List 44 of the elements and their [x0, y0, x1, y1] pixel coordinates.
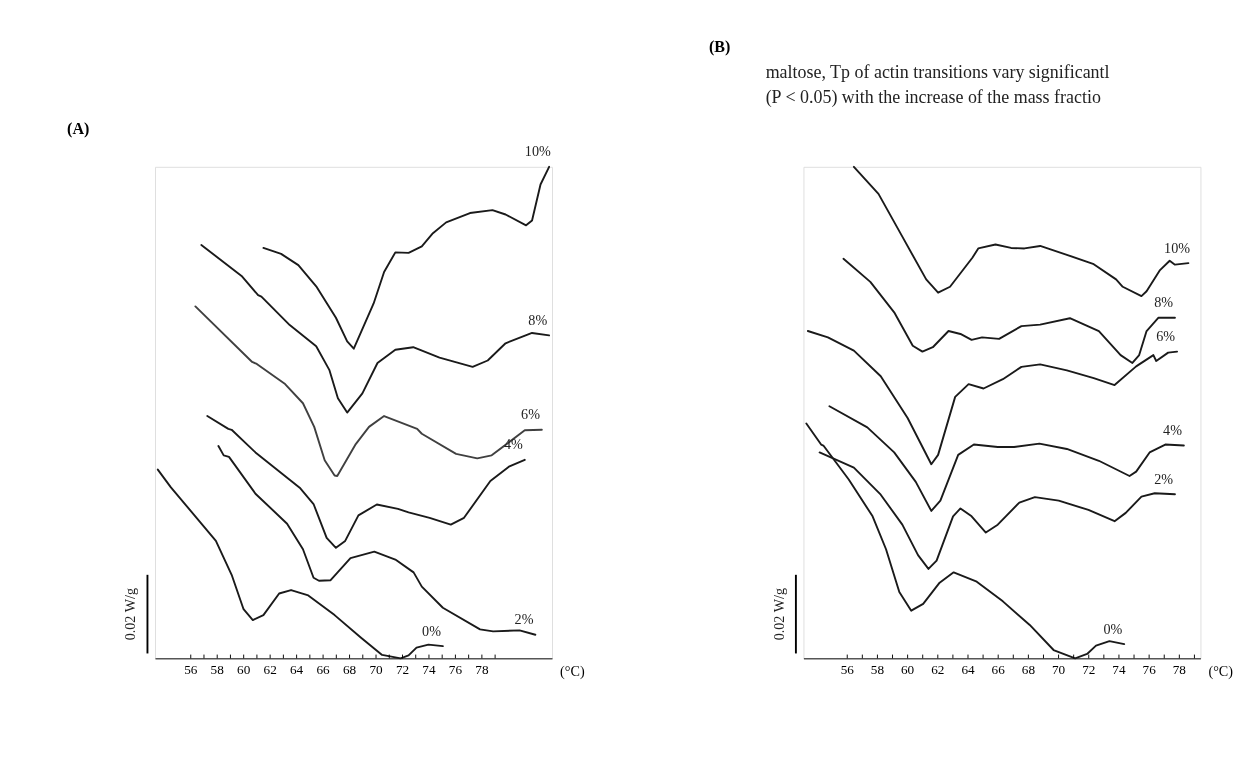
- x-axis-title: (°C): [560, 662, 585, 680]
- x-tick-label: 78: [1172, 662, 1187, 678]
- series-label: 8%: [528, 312, 548, 329]
- text: 0.02 W/g: [122, 587, 139, 641]
- x-axis-title: (°C): [1208, 662, 1234, 680]
- series-label: 0%: [1103, 620, 1123, 637]
- series-label: 6%: [521, 406, 541, 423]
- series-label: 10%: [524, 143, 551, 160]
- x-tick-label: 78: [475, 662, 489, 678]
- series-label: 8%: [1154, 294, 1174, 311]
- x-tick-label: 64: [961, 662, 975, 678]
- x-tick-label: 68: [342, 662, 357, 678]
- series-label: 4%: [1163, 422, 1183, 439]
- x-tick-label: 66: [991, 662, 1006, 678]
- series-label: 6%: [1156, 328, 1176, 345]
- x-tick-label: 56: [840, 662, 855, 678]
- chart-title: (B): [708, 38, 731, 57]
- x-tick-label: 70: [369, 662, 384, 678]
- x-tick-label: 64: [290, 662, 304, 678]
- x-tick-label: 58: [870, 662, 885, 678]
- x-tick-label: 62: [931, 662, 945, 678]
- x-tick-label: 74: [1112, 662, 1126, 678]
- chart-title: (A): [67, 119, 90, 138]
- x-tick-label: 76: [448, 662, 463, 678]
- series-label: 2%: [1154, 470, 1174, 487]
- x-tick-label: 66: [316, 662, 331, 678]
- text: 0.02 W/g: [770, 587, 787, 641]
- x-tick-label: 72: [1082, 662, 1096, 678]
- x-tick-label: 70: [1051, 662, 1066, 678]
- x-tick-label: 60: [237, 662, 251, 678]
- series-label: 0%: [422, 622, 442, 639]
- x-tick-label: 62: [263, 662, 277, 678]
- x-tick-label: 74: [422, 662, 436, 678]
- x-tick-label: 60: [901, 662, 915, 678]
- text: maltose, Tp of actin transitions vary significantl: [765, 61, 1110, 82]
- x-tick-label: 68: [1021, 662, 1036, 678]
- text: (P < 0.05) with the increase of the mass fractio: [765, 86, 1101, 108]
- x-tick-label: 56: [184, 662, 198, 678]
- series-label: 4%: [503, 436, 524, 453]
- x-tick-label: 72: [395, 662, 410, 678]
- x-tick-label: 76: [1142, 662, 1157, 678]
- series-label: 2%: [514, 611, 534, 628]
- x-tick-label: 58: [210, 662, 225, 678]
- series-label: 10%: [1164, 239, 1191, 256]
